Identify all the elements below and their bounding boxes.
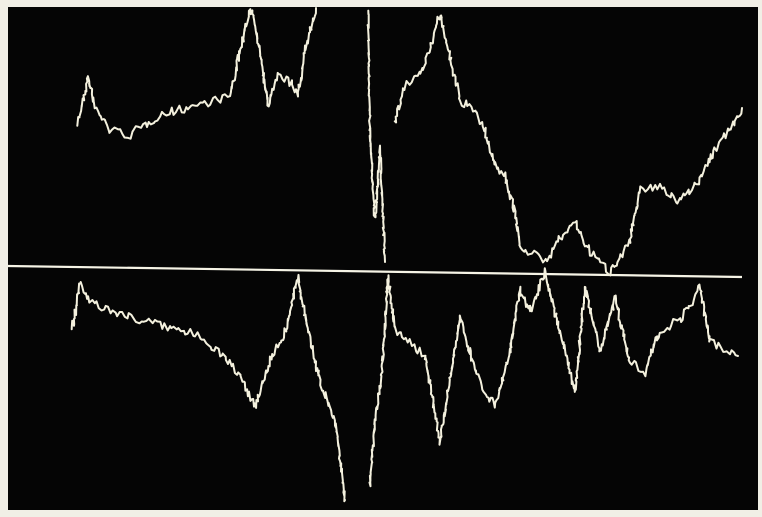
screen <box>8 7 758 510</box>
trace <box>70 273 346 503</box>
baseline <box>7 264 743 279</box>
trace <box>366 9 386 263</box>
trace <box>76 7 317 140</box>
traces <box>70 7 743 503</box>
trace <box>393 14 743 277</box>
trace <box>368 267 739 488</box>
